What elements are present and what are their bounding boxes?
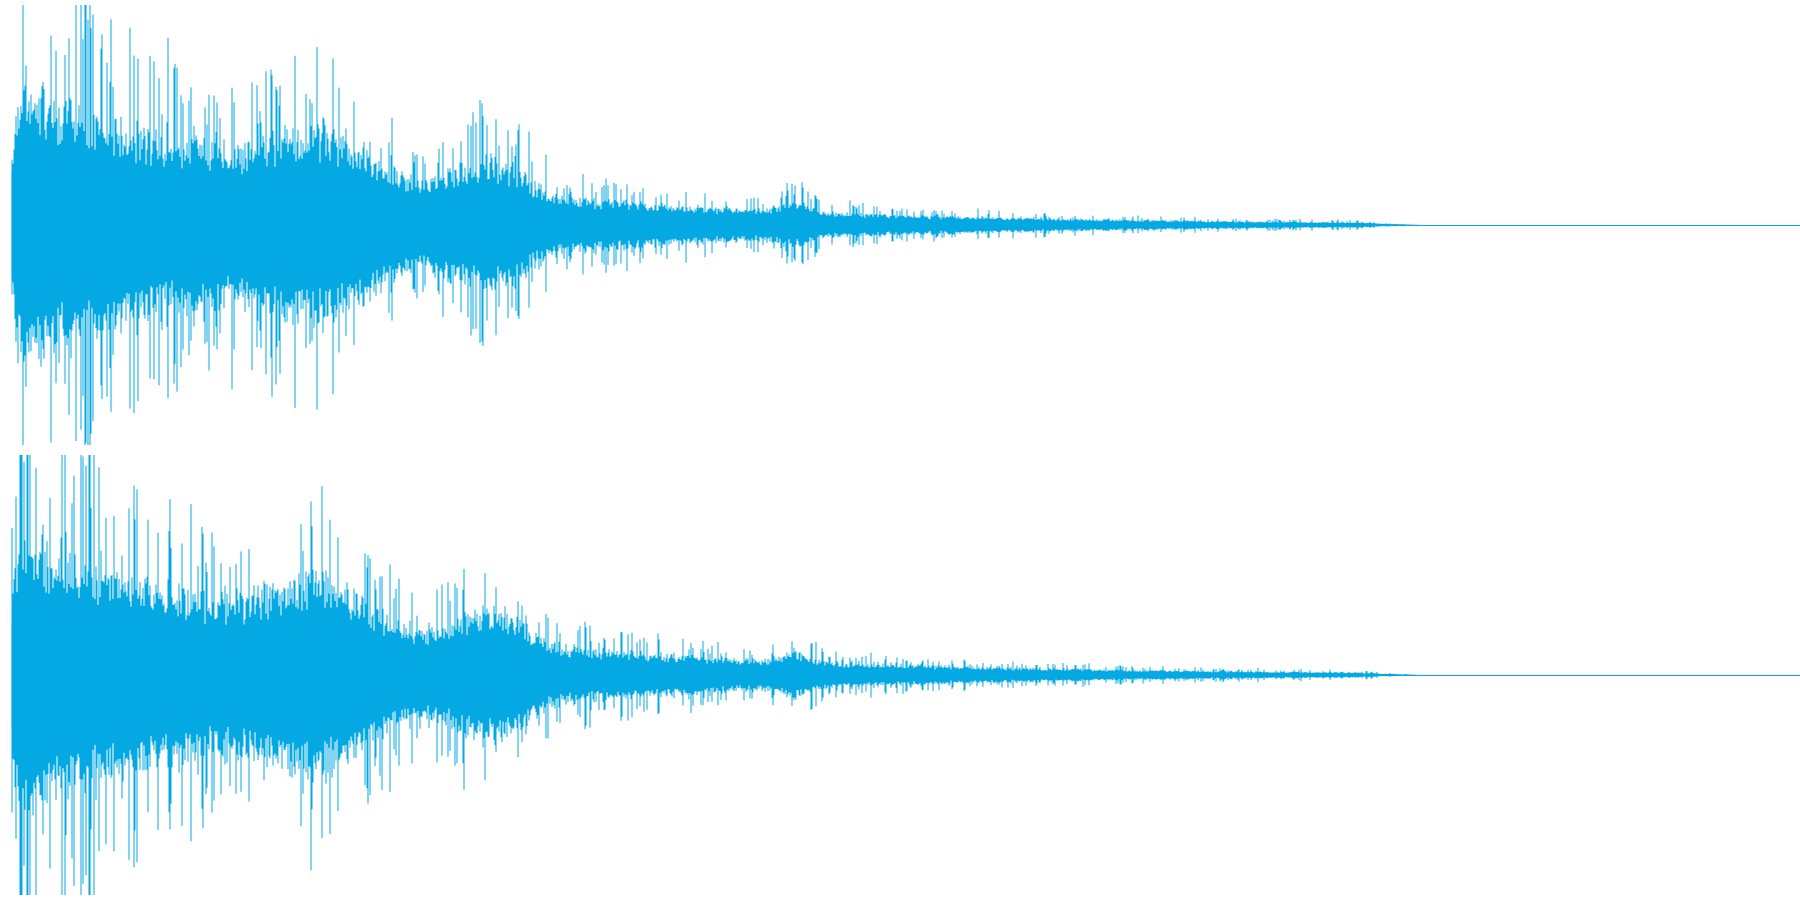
channel-1-waveform bbox=[11, 5, 1800, 445]
channel-2-waveform bbox=[11, 455, 1800, 895]
waveform-body bbox=[11, 587, 1418, 763]
waveform-body bbox=[11, 137, 1418, 313]
